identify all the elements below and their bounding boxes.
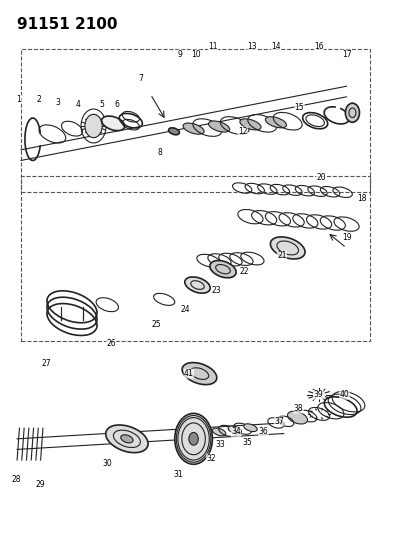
Text: 26: 26	[106, 339, 116, 348]
Text: 15: 15	[295, 103, 304, 112]
Text: 39: 39	[313, 390, 323, 399]
Ellipse shape	[209, 121, 229, 132]
Text: 9: 9	[177, 50, 182, 59]
Ellipse shape	[265, 117, 286, 128]
Ellipse shape	[182, 362, 217, 385]
Ellipse shape	[106, 425, 148, 453]
Ellipse shape	[228, 426, 241, 434]
Text: 18: 18	[357, 194, 367, 203]
Text: 1: 1	[17, 95, 21, 104]
Ellipse shape	[240, 119, 261, 130]
Text: 35: 35	[243, 438, 252, 447]
Text: 2: 2	[36, 95, 41, 104]
Circle shape	[175, 414, 213, 464]
Text: 6: 6	[115, 100, 120, 109]
Circle shape	[345, 103, 359, 122]
Text: 31: 31	[173, 470, 183, 479]
Text: 37: 37	[274, 417, 284, 426]
Text: 7: 7	[138, 74, 143, 83]
Text: 38: 38	[294, 404, 303, 413]
Ellipse shape	[288, 411, 308, 424]
Text: 5: 5	[99, 100, 104, 109]
Text: 8: 8	[158, 148, 163, 157]
Ellipse shape	[185, 277, 210, 293]
Ellipse shape	[183, 123, 204, 134]
Circle shape	[85, 114, 102, 138]
Text: 23: 23	[211, 286, 221, 295]
Text: 10: 10	[191, 50, 200, 59]
Text: 13: 13	[248, 42, 257, 51]
Text: 14: 14	[271, 42, 281, 51]
Ellipse shape	[210, 261, 236, 278]
Text: 11: 11	[209, 42, 218, 51]
Text: 36: 36	[258, 427, 268, 437]
Text: 22: 22	[239, 268, 248, 276]
Text: 40: 40	[340, 390, 350, 399]
Text: 3: 3	[56, 98, 61, 107]
Text: 21: 21	[277, 252, 287, 261]
Ellipse shape	[270, 237, 305, 259]
Text: 19: 19	[342, 233, 352, 242]
Ellipse shape	[244, 424, 257, 432]
Text: 16: 16	[314, 42, 324, 51]
Text: 12: 12	[238, 127, 247, 136]
Text: 17: 17	[342, 50, 352, 59]
Text: 4: 4	[75, 100, 80, 109]
Text: 41: 41	[184, 369, 194, 378]
Text: 28: 28	[11, 475, 21, 484]
Text: 25: 25	[152, 320, 161, 329]
Text: 34: 34	[231, 427, 241, 437]
Text: 32: 32	[207, 454, 216, 463]
Text: 27: 27	[42, 359, 51, 367]
Text: 91151 2100: 91151 2100	[17, 17, 118, 33]
Circle shape	[189, 432, 198, 445]
Ellipse shape	[213, 428, 226, 436]
Text: 33: 33	[215, 440, 225, 449]
Text: 24: 24	[181, 305, 190, 314]
Ellipse shape	[121, 435, 133, 443]
Text: 30: 30	[102, 459, 112, 469]
Ellipse shape	[169, 128, 179, 135]
Ellipse shape	[102, 116, 125, 131]
Text: 20: 20	[316, 173, 326, 182]
Text: 29: 29	[35, 480, 45, 489]
